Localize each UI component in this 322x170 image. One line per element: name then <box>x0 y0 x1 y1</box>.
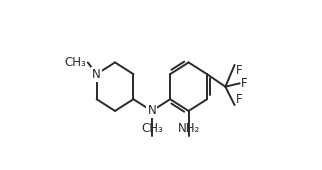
Text: F: F <box>235 93 242 106</box>
Text: F: F <box>235 64 242 77</box>
Text: CH₃: CH₃ <box>64 56 86 69</box>
Text: NH₂: NH₂ <box>177 122 200 135</box>
Text: N: N <box>147 104 156 117</box>
Text: F: F <box>241 77 247 90</box>
Text: N: N <box>92 68 101 81</box>
Text: CH₃: CH₃ <box>141 122 163 135</box>
